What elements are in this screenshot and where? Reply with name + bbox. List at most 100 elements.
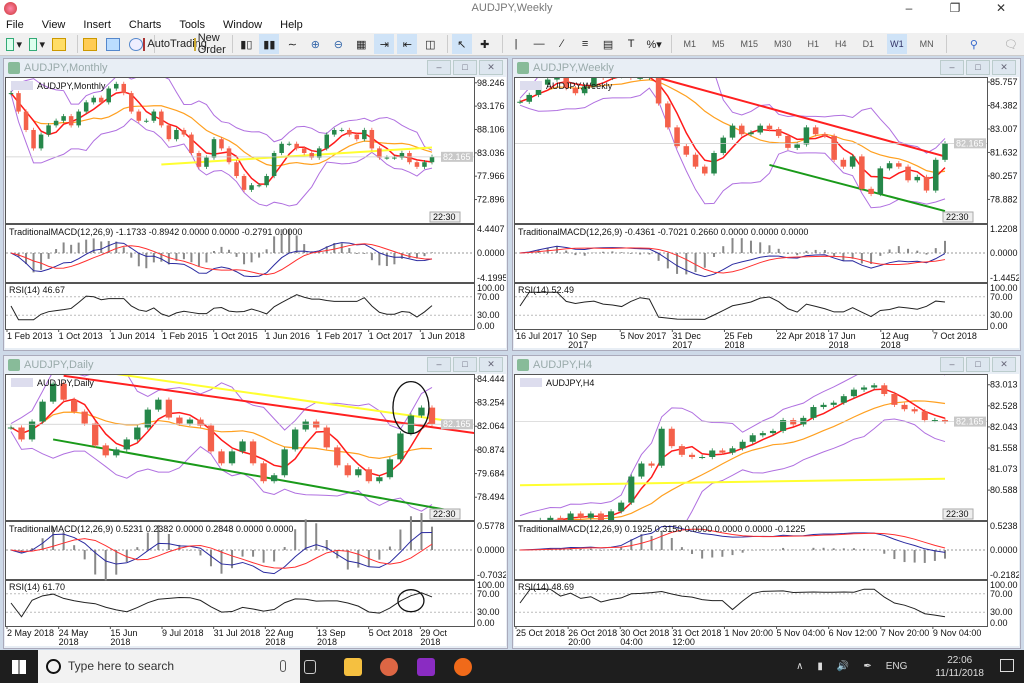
timeframe-m15[interactable]: M15 (740, 39, 759, 49)
chart-properties-icon[interactable] (11, 378, 33, 387)
trendline-level[interactable] (116, 374, 454, 423)
timeframe-m30[interactable]: M30 (774, 39, 792, 49)
chart-minimize-button[interactable]: – (427, 357, 451, 372)
zoom-in-icon[interactable]: ⊕ (310, 38, 320, 51)
chart-canvas[interactable]: AUDJPY,Daily 84.444 83.254 82.064 80.874 79.6… (5, 374, 506, 646)
chart-shift-button[interactable]: ⇤ (397, 34, 418, 54)
arrows-tool[interactable]: %▾ (646, 38, 662, 51)
trendline-level[interactable] (519, 477, 946, 487)
candlestick-button[interactable]: ▮▮ (259, 34, 280, 54)
microphone-icon[interactable] (280, 660, 286, 672)
trendline-tool[interactable]: ∕ (561, 38, 564, 50)
battery-icon[interactable]: ▮ (817, 661, 823, 672)
line-chart-button[interactable]: ∼ (287, 38, 297, 51)
chart-window-titlebar[interactable]: AUDJPY,Daily – □ ✕ (4, 356, 507, 374)
profiles-button[interactable]: ▾ (27, 34, 47, 54)
new-chart-button[interactable]: ▾ (4, 34, 24, 54)
menu-view[interactable]: View (41, 19, 66, 31)
chart-minimize-button[interactable]: – (940, 357, 964, 372)
chart-close-button[interactable]: ✕ (992, 357, 1016, 372)
chart-close-button[interactable]: ✕ (479, 60, 503, 75)
notifications-icon[interactable] (1000, 659, 1014, 672)
vertical-line-tool[interactable]: | (514, 38, 518, 50)
chart-minimize-button[interactable]: – (940, 60, 964, 75)
timeframe-h4[interactable]: H4 (835, 39, 847, 49)
auto-scroll-button[interactable]: ⇥ (374, 34, 395, 54)
fibo-fan-tool[interactable]: ▤ (602, 38, 614, 51)
menu-window[interactable]: Window (223, 19, 263, 31)
chart-window-monthly[interactable]: AUDJPY,Monthly – □ ✕ AUDJPY,Monthly 98.246 93.… (3, 58, 508, 351)
autotrading-button[interactable]: AutoTrading (143, 34, 207, 54)
tray-chevron-icon[interactable]: ∧ (796, 661, 804, 672)
clock[interactable]: 22:06 11/11/2018 (935, 654, 984, 679)
chart-properties-icon[interactable] (520, 378, 542, 387)
timeframe-h1[interactable]: H1 (807, 39, 820, 49)
metatrader-icon[interactable] (380, 658, 398, 676)
pen-icon[interactable]: ✒ (863, 661, 872, 672)
new-order-button[interactable]: New Order (193, 32, 226, 56)
chart-window-titlebar[interactable]: AUDJPY,Monthly – □ ✕ (4, 59, 507, 77)
trendline-trend_up[interactable] (63, 375, 506, 438)
navigator-button[interactable] (81, 34, 101, 54)
chart-properties-icon[interactable] (520, 81, 542, 90)
chart-window-weekly[interactable]: AUDJPY,Weekly – □ ✕ AUDJPY,Weekly 85.757 84.38… (512, 58, 1021, 351)
chart-window-h4[interactable]: AUDJPY,H4 – □ ✕ AUDJPY,H4 83.013 82.528 82.043 8… (512, 355, 1021, 649)
terminal-button[interactable] (104, 34, 124, 54)
chart-maximize-button[interactable]: □ (966, 357, 990, 372)
timeframe-m1[interactable]: M1 (683, 39, 696, 49)
candle (709, 448, 716, 460)
volume-icon[interactable]: 🔊 (836, 661, 850, 672)
firefox-icon[interactable] (454, 658, 472, 676)
chart-window-titlebar[interactable]: AUDJPY,H4 – □ ✕ (513, 356, 1020, 374)
chart-canvas[interactable]: AUDJPY,Monthly 98.246 93.176 88.106 83.036 77… (5, 77, 506, 348)
horizontal-line-tool[interactable]: — (533, 38, 545, 50)
chart-close-button[interactable]: ✕ (992, 60, 1016, 75)
symbol-label: AUDJPY,Daily (37, 378, 94, 388)
close-button[interactable]: ✕ (995, 1, 1007, 15)
task-view-icon[interactable] (304, 660, 316, 674)
minimize-button[interactable]: – (905, 1, 913, 15)
macd-histogram-bar (944, 550, 946, 559)
chart-maximize-button[interactable]: □ (453, 357, 477, 372)
file-explorer-icon[interactable] (344, 658, 362, 676)
menu-charts[interactable]: Charts (128, 19, 162, 31)
chart-window-daily[interactable]: AUDJPY,Daily – □ ✕ AUDJPY,Daily 84.444 83.254 8… (3, 355, 508, 649)
menu-file[interactable]: File (6, 19, 24, 31)
onenote-icon[interactable] (417, 658, 435, 676)
cursor-tool[interactable]: ↖ (451, 34, 472, 54)
chart-maximize-button[interactable]: □ (966, 60, 990, 75)
indicators-button[interactable]: ◫ (425, 38, 436, 51)
chart-canvas[interactable]: AUDJPY,H4 83.013 82.528 82.043 81.558 81.073 8… (514, 374, 1019, 646)
chat-icon[interactable]: 🗨 (1003, 38, 1018, 51)
trendline-trend_up[interactable] (658, 78, 946, 158)
bar-chart-button[interactable]: ▮▯ (240, 38, 253, 51)
windows-start-icon[interactable] (12, 660, 26, 674)
menu-insert[interactable]: Insert (83, 19, 111, 31)
chart-minimize-button[interactable]: – (427, 60, 451, 75)
timeframe-d1[interactable]: D1 (862, 39, 875, 49)
maximize-button[interactable]: ❐ (949, 1, 961, 15)
trendline-trend_down[interactable] (52, 438, 454, 513)
taskbar-search-box[interactable]: Type here to search (38, 650, 300, 683)
fibonacci-tool[interactable]: ≡ (581, 38, 589, 50)
zoom-out-icon[interactable]: ⊖ (333, 38, 343, 51)
text-label-tool[interactable]: T (627, 38, 635, 50)
chart-canvas[interactable]: AUDJPY,Weekly 85.757 84.382 83.007 81.632 80.… (514, 77, 1019, 348)
signals-icon[interactable] (127, 34, 147, 54)
timeframe-m5[interactable]: M5 (711, 39, 725, 49)
chart-window-titlebar[interactable]: AUDJPY,Weekly – □ ✕ (513, 59, 1020, 77)
candle (766, 123, 773, 132)
crosshair-tool[interactable]: ✚ (480, 38, 490, 51)
chart-maximize-button[interactable]: □ (453, 60, 477, 75)
menu-tools[interactable]: Tools (179, 19, 205, 31)
menu-help[interactable]: Help (280, 19, 303, 31)
tile-windows-button[interactable]: ▦ (356, 38, 367, 51)
market-watch-button[interactable] (50, 34, 70, 54)
language-indicator[interactable]: ENG (885, 661, 908, 672)
trendline-trend_down[interactable] (769, 163, 946, 213)
chart-close-button[interactable]: ✕ (479, 357, 503, 372)
timeframe-w1[interactable]: W1 (887, 34, 907, 54)
timeframe-mn[interactable]: MN (919, 39, 934, 49)
chart-properties-icon[interactable] (11, 81, 33, 90)
search-icon[interactable]: ⚲ (969, 38, 978, 51)
